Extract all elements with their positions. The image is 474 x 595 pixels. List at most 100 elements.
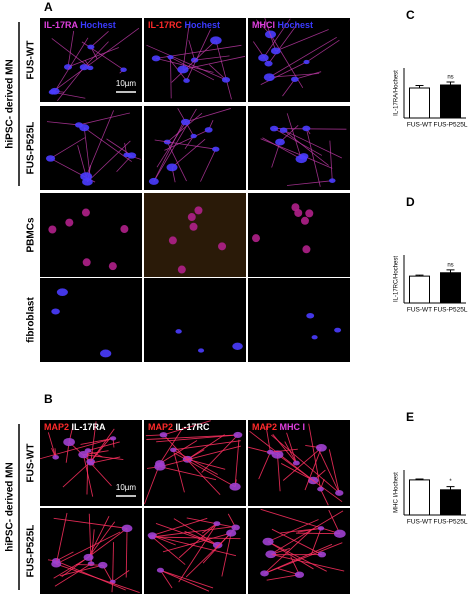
counterstain-name: MHC I: [280, 422, 306, 432]
neurite: [184, 135, 195, 150]
bar: [440, 489, 461, 516]
neurite: [267, 519, 319, 543]
error-bar: [446, 486, 455, 490]
cell-body: [258, 54, 269, 62]
cell-body: [121, 524, 133, 533]
neurite: [173, 449, 218, 475]
neurite: [160, 570, 173, 589]
neurite: [50, 137, 86, 159]
neurite: [286, 432, 297, 464]
neurite: [90, 421, 97, 464]
marker-name: MHCI: [252, 20, 275, 30]
neurite: [146, 434, 238, 440]
cell-body: [50, 87, 60, 95]
neurite: [305, 128, 321, 187]
neurite: [146, 44, 227, 81]
cell-body: [166, 163, 178, 172]
neurite: [90, 30, 109, 48]
cell-body: [291, 76, 299, 82]
micrograph: [144, 508, 246, 594]
column-header: MHCI Hochest: [252, 20, 313, 30]
cell-body: [51, 560, 62, 568]
micrograph: [248, 106, 350, 190]
neurite: [306, 39, 340, 63]
neurite: [83, 41, 109, 68]
cell-body: [167, 55, 174, 60]
row-label: FUS-P525L: [26, 122, 37, 175]
micrograph: [248, 278, 350, 362]
cell-body: [86, 65, 94, 71]
neurite: [182, 55, 246, 70]
neurite: [267, 541, 327, 572]
cell-body: [263, 73, 275, 82]
x-tick-label: FUS-WT: [407, 307, 432, 314]
cell-body: [270, 47, 281, 55]
neurite: [188, 40, 196, 61]
cell-body: [333, 529, 346, 538]
cells: [143, 420, 243, 505]
cell-body: [80, 172, 93, 181]
neurite: [83, 454, 94, 497]
cell-body: [79, 124, 90, 132]
neurite: [260, 508, 340, 535]
neurite: [173, 440, 241, 451]
x-tick-label: FUS-P525L: [434, 122, 468, 129]
y-axis-label: IL-17RC/Hochest: [394, 256, 400, 302]
neurite: [266, 574, 300, 581]
marker-name: MAP2: [148, 422, 173, 432]
panel-letter: C: [406, 8, 415, 22]
cell-body: [295, 155, 308, 164]
cell-body: [260, 570, 269, 577]
cell-body: [127, 152, 137, 159]
cells: [147, 513, 241, 592]
neurite: [88, 521, 116, 558]
cell-body: [233, 431, 243, 439]
neurite: [46, 121, 79, 126]
panel-letter: A: [44, 0, 53, 14]
neurite: [156, 121, 186, 168]
neurite: [268, 23, 299, 64]
neurite: [164, 129, 209, 151]
cell-body: [81, 208, 90, 217]
cells: [148, 108, 231, 185]
significance: ns: [447, 262, 453, 268]
neurite: [282, 79, 296, 97]
neurite: [264, 529, 312, 574]
neurite: [283, 129, 343, 159]
cells: [47, 512, 140, 594]
panel-letter: D: [406, 195, 415, 209]
neurite: [159, 440, 198, 464]
neurite: [163, 434, 221, 496]
neurite: [271, 434, 340, 494]
row-label: FUS-WT: [26, 41, 37, 80]
counterstain-name: Hochest: [80, 20, 116, 30]
scale-bar-label: 10µm: [116, 483, 137, 492]
neurite: [283, 129, 329, 166]
marker-name: MAP2: [44, 422, 69, 432]
cell-body: [98, 561, 108, 569]
column-header: MAP2 IL-17RA: [44, 422, 106, 432]
error-bar: [446, 269, 455, 273]
neurite: [54, 563, 92, 587]
neurite: [262, 137, 302, 160]
bar: [440, 272, 461, 304]
neurite: [56, 531, 121, 565]
bar: [409, 479, 430, 516]
significance: ns: [447, 75, 453, 81]
neurite: [160, 569, 210, 592]
micrograph: [40, 278, 142, 362]
neurite: [201, 434, 239, 473]
neurite: [303, 155, 333, 169]
cell-body: [156, 567, 164, 573]
neurite: [320, 488, 329, 506]
cell-body: [229, 482, 241, 491]
neurite: [284, 441, 297, 464]
cell-body: [264, 60, 273, 67]
cell-body: [194, 206, 203, 215]
cell-body: [78, 450, 89, 459]
cell-body: [315, 443, 327, 452]
cell-body: [159, 432, 168, 438]
cell-body: [302, 245, 311, 254]
neurite: [61, 528, 128, 578]
cell-body: [175, 329, 182, 334]
